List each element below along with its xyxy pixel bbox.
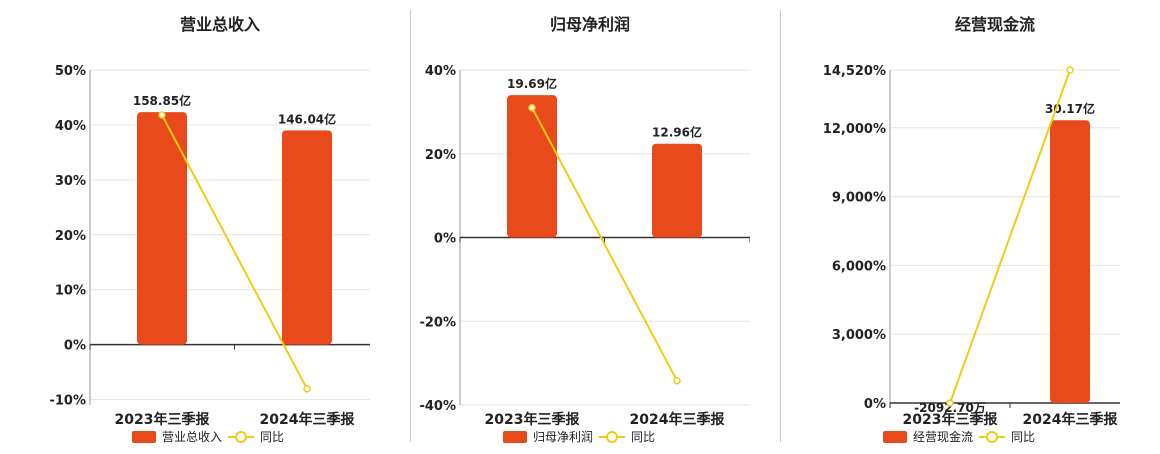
y-tick-label: -40% (419, 399, 456, 414)
y-tick-label: 10% (55, 284, 86, 299)
legend-swatch-bar (883, 431, 907, 443)
legend-swatch-bar (132, 431, 156, 443)
y-tick-label: 9,000% (832, 191, 886, 206)
y-tick-label: 0% (434, 232, 456, 247)
y-tick-label: 3,000% (832, 328, 886, 343)
y-tick-label: 20% (425, 148, 456, 163)
x-tick-label: 2023年三季报 (903, 411, 998, 428)
legend-label-line: 同比 (1011, 430, 1035, 444)
legend-label-bar: 经营现金流 (913, 429, 973, 444)
chart-cash-flow: 经营现金流 0% 3,000% 6,000% 9,000% 12,000% 14,520% -… (823, 15, 1131, 444)
bar-data-label: 12.96亿 (652, 125, 702, 140)
x-tick-label: 2024年三季报 (260, 411, 355, 428)
bar-data-label: 158.85亿 (133, 93, 191, 108)
y-tick-label: 40% (55, 119, 86, 134)
x-tick-label: 2024年三季报 (1023, 411, 1118, 428)
chart-panel-net-profit: 归母净利润 -40% -20% 0% 20% 40% 19.69亿 12.96亿 2023年三季… (380, 0, 751, 450)
yoy-line (161, 114, 308, 390)
chart-title: 经营现金流 (955, 15, 1035, 34)
panel-divider (780, 10, 781, 442)
yoy-line (949, 69, 1071, 404)
y-tick-label: 6,000% (832, 259, 886, 274)
bar (507, 95, 557, 238)
panel-divider (410, 10, 411, 442)
bar (137, 112, 187, 345)
bar (282, 130, 332, 345)
x-tick-label: 2023年三季报 (115, 411, 210, 428)
yoy-point (303, 385, 311, 393)
chart-net-profit: 归母净利润 -40% -20% 0% 20% 40% 19.69亿 12.96亿 2023年三季… (419, 15, 751, 444)
legend-swatch-point (606, 431, 618, 443)
y-tick-label: 30% (55, 174, 86, 189)
yoy-point (1066, 66, 1074, 74)
chart-title: 营业总收入 (180, 15, 260, 34)
chart-title: 归母净利润 (550, 15, 630, 34)
y-tick-label: 14,520% (823, 64, 886, 79)
bar-data-label: -2092.70万 (914, 401, 986, 415)
x-tick-label: 2024年三季报 (630, 411, 725, 428)
y-tick-label: 20% (55, 229, 86, 244)
legend-label-bar: 归母净利润 (533, 430, 593, 444)
chart-panel-cash-flow: 经营现金流 0% 3,000% 6,000% 9,000% 12,000% 14,520% -… (750, 0, 1131, 450)
y-tick-label: 0% (64, 339, 86, 354)
bar-data-label: 30.17亿 (1045, 101, 1095, 116)
legend-swatch-point (235, 431, 247, 443)
yoy-point (946, 399, 954, 407)
yoy-line (531, 107, 678, 382)
bar-data-label: 19.69亿 (507, 76, 557, 91)
bar (1050, 120, 1090, 403)
bar (652, 143, 702, 238)
x-tick-label: 2023年三季报 (485, 411, 580, 428)
legend-label-line: 同比 (260, 430, 284, 444)
chart-panel-revenue: 营业总收入 -10% 0% 10% 20% 30% 40% 50% 158.85亿 146.04亿… (0, 0, 381, 450)
legend-swatch-bar (503, 431, 527, 443)
yoy-point (528, 103, 536, 112)
legend-swatch-point (986, 431, 998, 443)
y-tick-label: 40% (425, 64, 456, 79)
yoy-point (673, 376, 681, 385)
y-tick-label: 12,000% (823, 122, 886, 137)
legend-label-line: 同比 (631, 430, 655, 444)
bar-data-label: 146.04亿 (278, 111, 336, 126)
y-tick-label: 50% (55, 64, 86, 79)
chart-revenue: 营业总收入 -10% 0% 10% 20% 30% 40% 50% 158.85亿 146.04亿… (49, 15, 381, 444)
yoy-point (158, 111, 166, 119)
y-tick-label: -20% (419, 315, 456, 330)
y-tick-label: 0% (864, 397, 886, 412)
y-tick-label: -10% (49, 394, 86, 409)
legend-label-bar: 营业总收入 (162, 430, 222, 444)
